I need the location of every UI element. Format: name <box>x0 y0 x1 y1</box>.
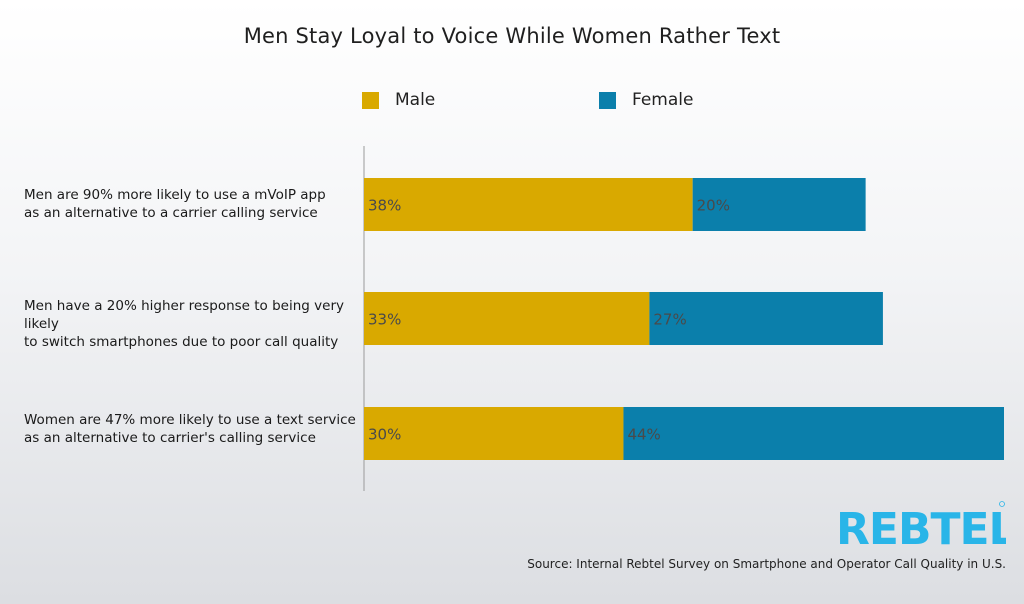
category-label-line: Women are 47% more likely to use a text … <box>24 412 356 428</box>
data-label-female-1: 20% <box>697 197 730 215</box>
bar-female-1 <box>692 178 866 231</box>
category-label-line: Men are 90% more likely to use a mVoIP a… <box>24 187 326 203</box>
source-note: Source: Internal Rebtel Survey on Smartp… <box>527 557 1006 571</box>
data-label-male-2: 33% <box>368 311 401 329</box>
legend-swatch-female <box>599 91 616 109</box>
data-label-female-2: 27% <box>653 311 686 329</box>
category-label-line: as an alternative to carrier's calling s… <box>24 430 316 446</box>
data-label-male-3: 30% <box>368 426 401 444</box>
category-label-line: Men have a 20% higher response to being … <box>24 298 344 332</box>
logo-wordmark: REBTEL <box>836 504 1006 550</box>
chart-title: Men Stay Loyal to Voice While Women Rath… <box>243 24 781 48</box>
legend-item-female: Female <box>599 90 693 110</box>
bar-female-3 <box>623 407 1004 460</box>
legend-item-male: Male <box>362 90 435 110</box>
category-label-line: to switch smartphones due to poor call q… <box>24 334 339 350</box>
data-label-male-1: 38% <box>368 197 401 215</box>
bar-male-1 <box>364 178 693 231</box>
category-label-2: Men have a 20% higher response to being … <box>24 297 364 351</box>
category-label-1: Men are 90% more likely to use a mVoIP a… <box>24 186 364 222</box>
bar-female-2 <box>649 292 883 345</box>
category-label-3: Women are 47% more likely to use a text … <box>24 411 364 447</box>
legend-label-female: Female <box>632 90 694 110</box>
rebtel-logo: REBTEL <box>836 501 1006 550</box>
bar-male-2 <box>364 292 650 345</box>
bar-male-3 <box>364 407 624 460</box>
legend-label-male: Male <box>395 90 436 110</box>
data-label-female-3: 44% <box>627 426 660 444</box>
legend-swatch-male <box>362 91 379 109</box>
category-label-line: as an alternative to a carrier calling s… <box>24 205 318 221</box>
